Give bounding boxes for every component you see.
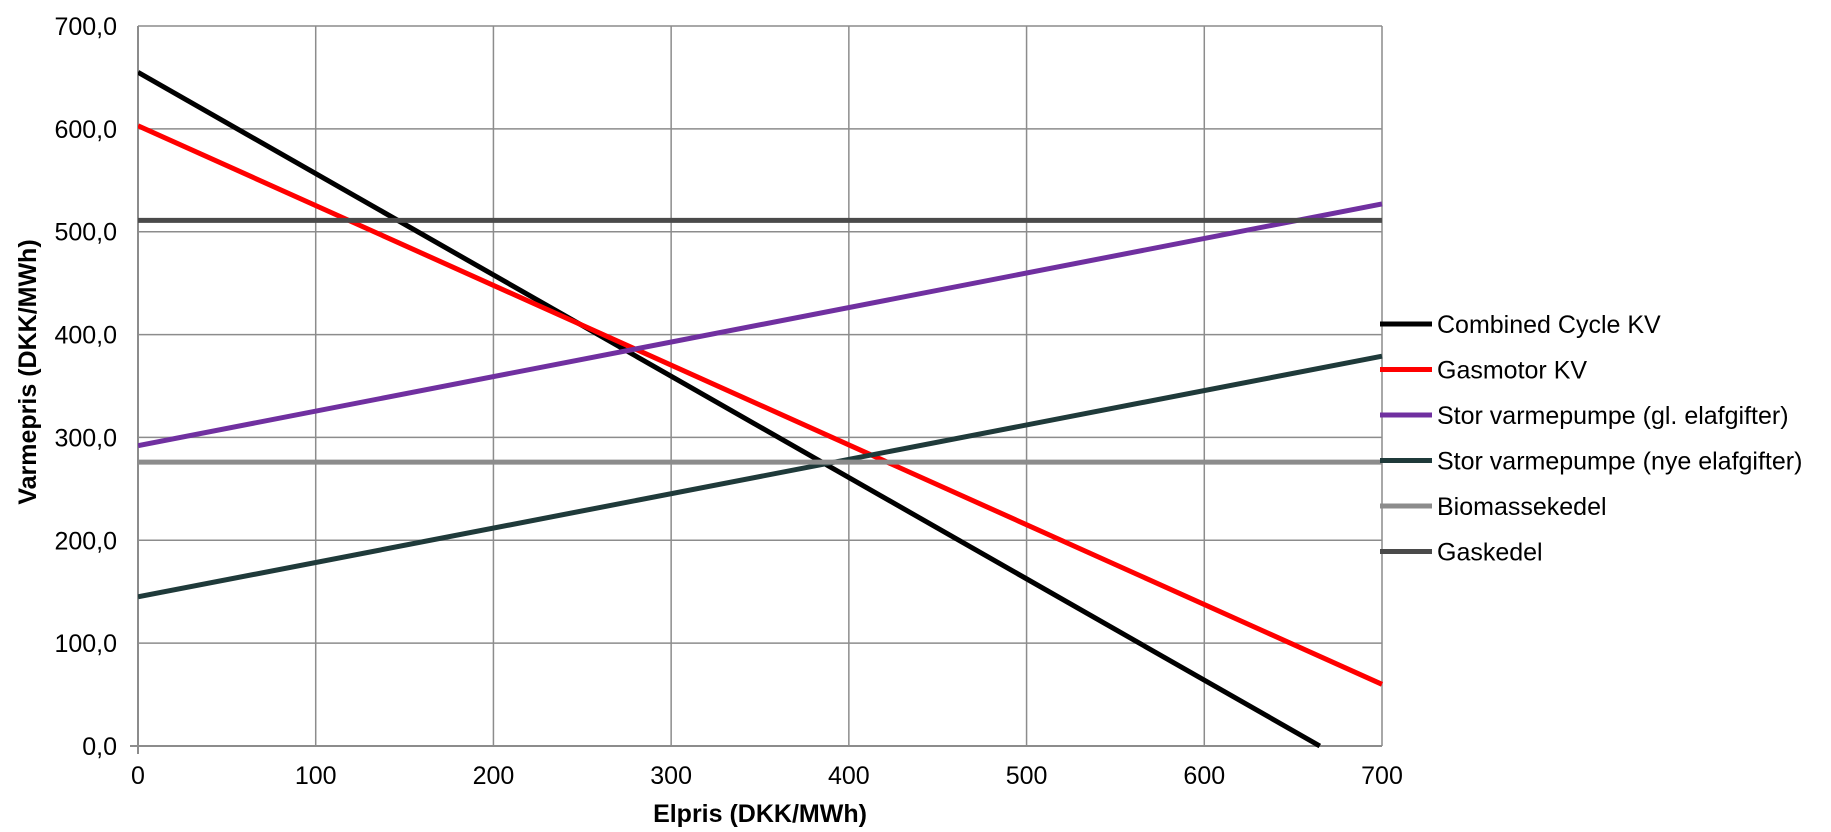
y-tick-label: 200,0 (54, 527, 117, 555)
legend-label: Gaskedel (1437, 539, 1543, 567)
series-line (138, 353, 1383, 600)
y-tick-label: 400,0 (54, 322, 117, 350)
y-axis-title: Varmepris (DKK/MWh) (14, 239, 42, 504)
legend-label: Stor varmepumpe (nye elafgifter) (1437, 448, 1802, 476)
series-line (138, 123, 1384, 687)
series-lines (138, 70, 1384, 749)
y-tick-label: 300,0 (54, 424, 117, 452)
x-axis-title: Elpris (DKK/MWh) (653, 800, 867, 828)
legend-label: Gasmotor KV (1437, 357, 1587, 385)
x-tick-label: 700 (1361, 762, 1403, 790)
y-tick-label: 600,0 (54, 116, 117, 144)
legend-label: Stor varmepumpe (gl. elafgifter) (1437, 402, 1789, 430)
legend: Combined Cycle KV Gasmotor KV Stor varmepu… (1380, 311, 1802, 567)
x-tick-label: 200 (473, 762, 515, 790)
series-line (138, 201, 1383, 449)
grid (130, 25, 1383, 754)
x-tick-label: 500 (1006, 762, 1048, 790)
y-tick-label: 500,0 (54, 219, 117, 247)
x-tick-label: 0 (131, 762, 145, 790)
y-tick-label: 100,0 (54, 630, 117, 658)
y-tick-labels: 0,0 100,0 200,0 300,0 400,0 500,0 600,0 700,0 (54, 13, 117, 761)
legend-label: Combined Cycle KV (1437, 311, 1661, 339)
x-tick-labels: 0 100 200 300 400 500 600 700 (131, 762, 1403, 790)
legend-label: Biomassekedel (1437, 493, 1607, 521)
x-tick-label: 300 (650, 762, 692, 790)
x-tick-label: 400 (828, 762, 870, 790)
y-tick-label: 0,0 (82, 733, 117, 761)
x-tick-label: 600 (1183, 762, 1225, 790)
series-line (138, 70, 1322, 749)
y-tick-label: 700,0 (54, 13, 117, 41)
x-tick-label: 100 (295, 762, 337, 790)
